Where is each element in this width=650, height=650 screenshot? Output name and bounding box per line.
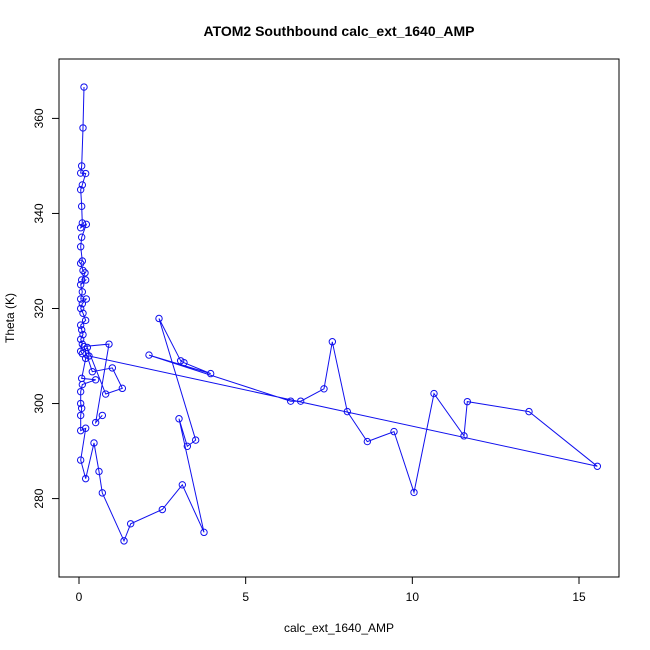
y-tick-label: 360 — [32, 108, 46, 128]
data-point — [77, 276, 86, 284]
plot-area — [76, 83, 602, 545]
data-point — [183, 442, 192, 451]
data-point — [98, 489, 107, 497]
data-point — [77, 162, 86, 170]
data-point — [430, 389, 438, 398]
x-axis: 0 5 10 15 — [76, 576, 586, 604]
data-point — [126, 520, 135, 528]
data-point — [81, 424, 90, 432]
data-point — [320, 385, 328, 393]
data-point — [180, 358, 188, 367]
data-point — [91, 376, 100, 384]
y-tick-label: 320 — [32, 298, 46, 318]
y-axis-label: Theta (K) — [3, 293, 17, 343]
data-point — [85, 352, 93, 360]
data-point — [82, 295, 91, 303]
data-point — [76, 456, 85, 464]
data-point — [76, 169, 85, 177]
chart-title: ATOM2 Southbound calc_ext_1640_AMP — [204, 23, 475, 39]
series-line — [79, 86, 598, 543]
data-point — [82, 220, 91, 229]
data-point — [120, 537, 128, 545]
data-point — [525, 407, 533, 416]
data-point — [175, 415, 183, 423]
y-tick-label: 280 — [32, 488, 46, 508]
data-point — [76, 335, 85, 344]
data-point — [76, 387, 85, 396]
x-tick-label: 0 — [76, 590, 83, 604]
y-tick-label: 300 — [32, 393, 46, 413]
data-point — [76, 295, 85, 303]
data-point — [78, 340, 87, 348]
data-point — [76, 185, 85, 194]
data-point — [286, 397, 295, 405]
data-point — [108, 364, 117, 372]
data-point — [78, 219, 87, 227]
data-point — [98, 411, 107, 420]
data-point — [363, 437, 372, 446]
data-point — [76, 281, 85, 289]
data-point — [79, 266, 87, 275]
data-point — [76, 259, 85, 268]
data-point — [178, 481, 187, 489]
data-point — [296, 397, 305, 405]
data-point — [77, 326, 86, 334]
data-point — [95, 467, 103, 476]
data-point — [76, 243, 85, 251]
data-point — [83, 343, 92, 352]
data-point — [158, 505, 167, 514]
data-point — [81, 276, 90, 284]
x-tick-label: 10 — [406, 590, 420, 604]
data-point — [76, 304, 85, 313]
x-axis-label: calc_ext_1640_AMP — [284, 621, 394, 635]
data-point — [200, 528, 208, 537]
data-point — [80, 342, 88, 351]
data-point — [81, 316, 90, 325]
data-point — [78, 300, 87, 308]
data-point — [80, 83, 88, 91]
data-point — [90, 439, 98, 447]
data-point — [76, 321, 85, 329]
x-tick-label: 5 — [242, 590, 249, 604]
data-point — [593, 462, 602, 470]
data-point — [78, 288, 87, 296]
data-point — [76, 411, 85, 420]
y-tick-label: 340 — [32, 203, 46, 223]
data-point — [118, 384, 127, 393]
data-point — [78, 380, 87, 389]
data-point — [77, 233, 86, 241]
data-point — [460, 432, 468, 440]
data-point — [88, 368, 97, 376]
data-point — [79, 309, 87, 317]
data-point — [78, 181, 87, 189]
data-point — [79, 330, 87, 339]
plot-frame — [58, 58, 620, 578]
data-point — [81, 169, 90, 178]
data-point — [77, 404, 86, 412]
data-point — [101, 390, 110, 398]
data-point — [410, 488, 418, 497]
data-point — [78, 257, 87, 265]
data-point — [191, 436, 200, 444]
data-point — [463, 397, 472, 406]
y-axis: 280 300 320 340 360 — [32, 108, 60, 509]
data-point — [77, 202, 86, 211]
data-point — [328, 338, 337, 346]
data-point — [105, 340, 113, 348]
data-point — [76, 224, 85, 232]
data-point — [145, 351, 153, 359]
data-point — [76, 399, 85, 408]
data-point — [155, 314, 163, 323]
data-point — [91, 418, 100, 427]
data-point — [206, 369, 215, 378]
data-point — [81, 474, 90, 483]
data-point — [81, 269, 89, 277]
data-point — [343, 407, 352, 416]
x-tick-label: 15 — [572, 590, 586, 604]
data-point — [390, 427, 398, 436]
data-point — [79, 124, 87, 132]
